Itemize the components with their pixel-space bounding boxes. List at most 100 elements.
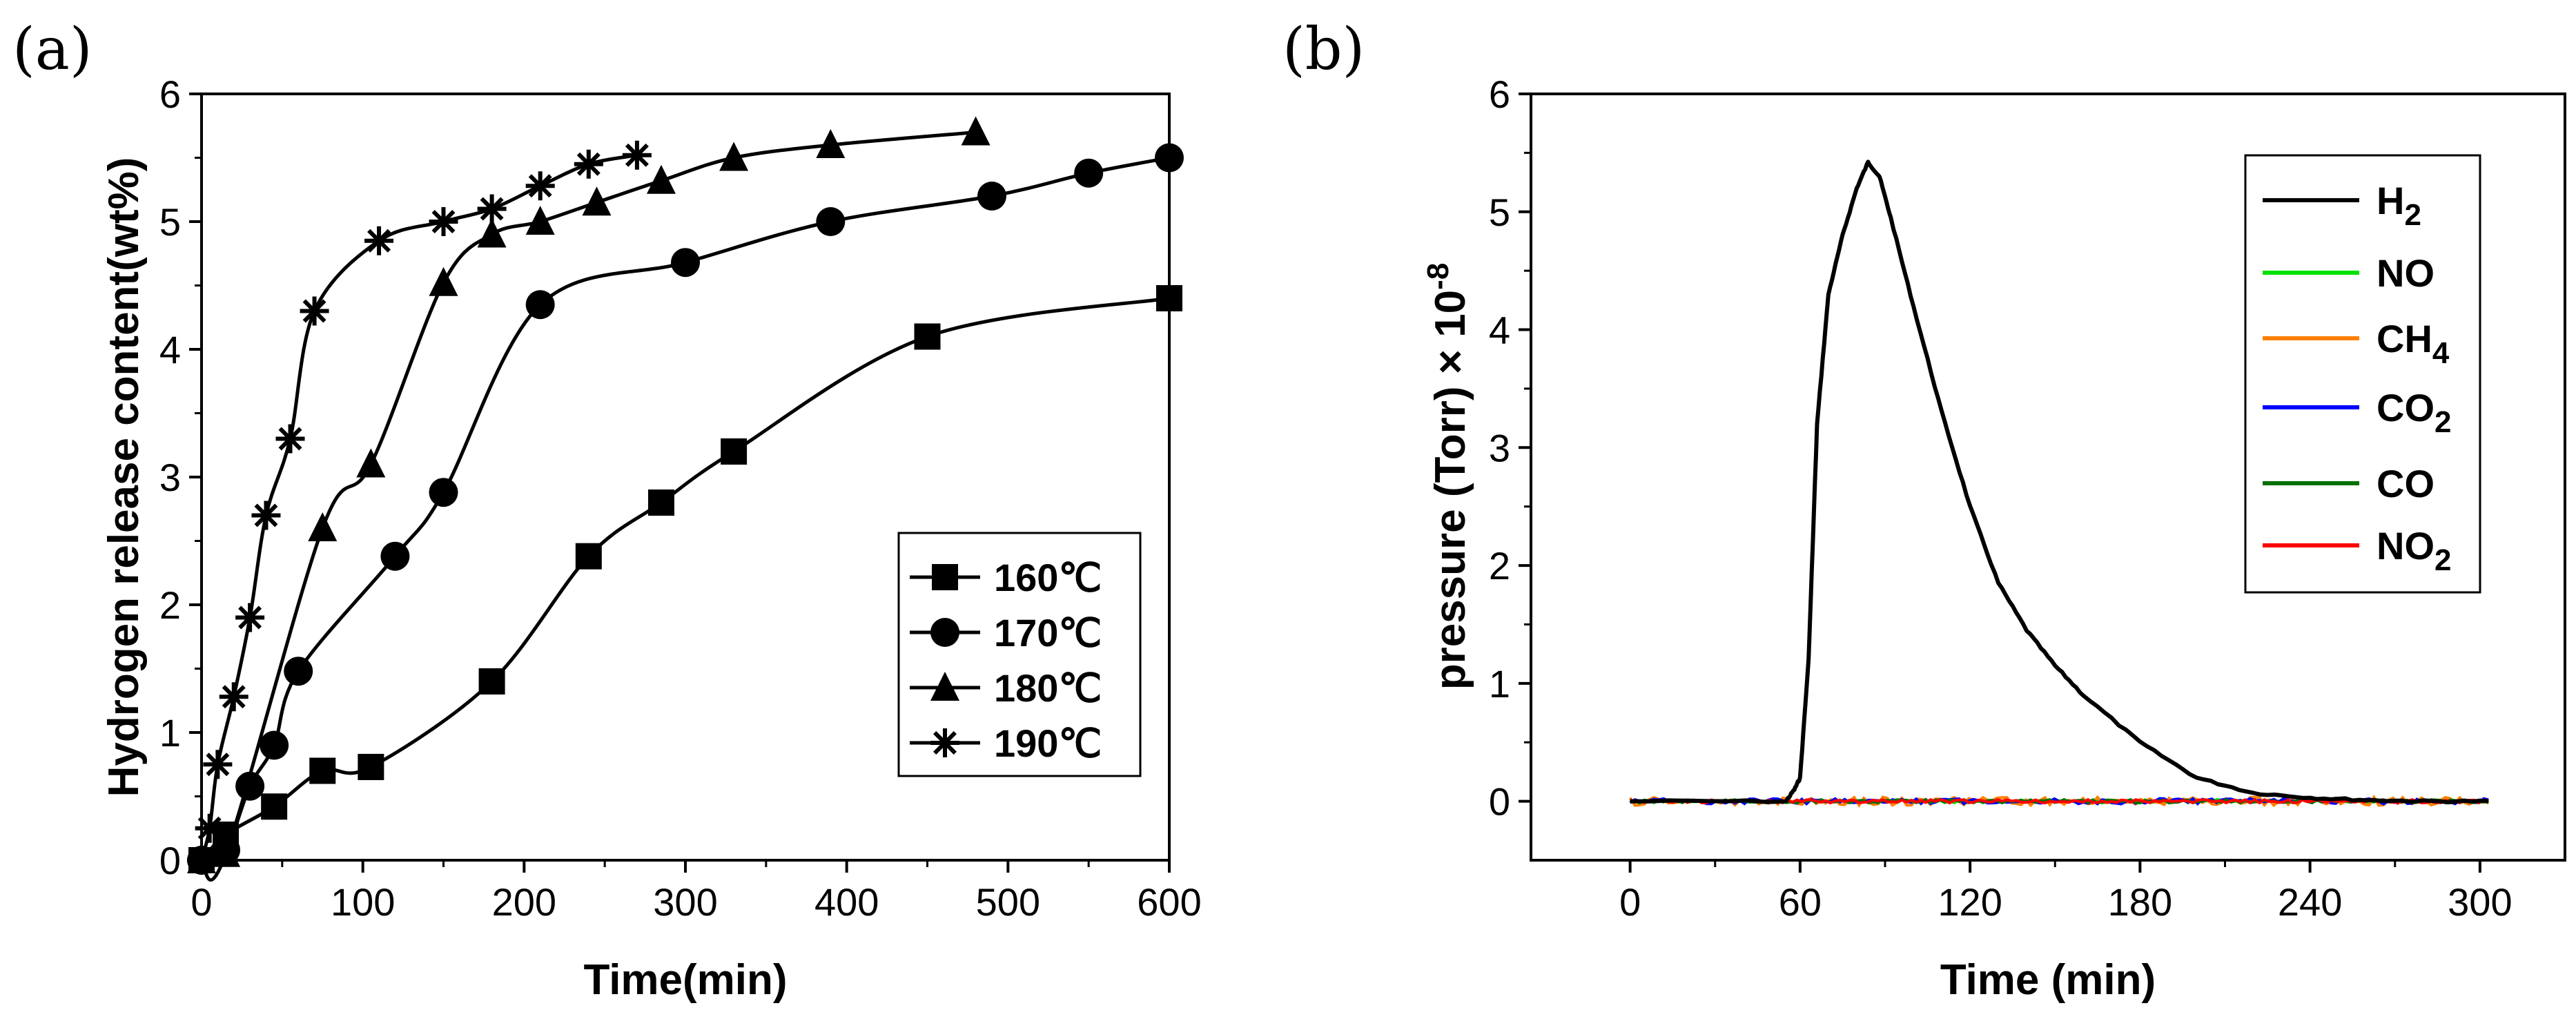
legend-label-co-main: CO <box>2377 462 2434 505</box>
data-point-asterisk <box>300 296 329 326</box>
legend-label-h2: H2 <box>2377 179 2421 232</box>
panel-a: (a) 0 100 200 300 400 500 600 0 1 2 3 4 5 6 Time(min)… <box>12 15 1202 1004</box>
panel-b-y-axis-title-main: pressure (Torr) × 10 <box>1427 290 1474 690</box>
data-point-asterisk <box>525 171 555 201</box>
data-point-triangle <box>646 164 676 194</box>
panel-b-curves <box>1628 159 2490 808</box>
panel-b-ticks: 0 60 120 180 240 300 0 1 2 3 4 5 6 <box>1489 72 2512 924</box>
data-point-triangle <box>816 129 846 158</box>
data-point-triangle <box>961 116 991 146</box>
panel-b-y-axis-title: pressure (Torr) × 10-8 <box>1421 263 1474 690</box>
panel-b-y-tick-label: 6 <box>1489 72 1510 116</box>
data-point-asterisk <box>429 207 458 236</box>
legend-label-h2-main: H <box>2377 179 2404 222</box>
legend-label-no2-sub: 2 <box>2434 543 2451 577</box>
panel-a-x-tick-label: 0 <box>191 880 212 924</box>
legend-label-ch4: CH4 <box>2377 317 2450 370</box>
legend-label-co2-main: CO <box>2377 386 2434 429</box>
legend-marker-square <box>932 564 958 590</box>
panel-b-x-tick-label: 240 <box>2278 880 2342 924</box>
curve-h2 <box>1630 159 2489 805</box>
panel-a-y-tick-label: 3 <box>159 456 181 499</box>
panel-a-x-tick-label: 300 <box>653 880 717 924</box>
panel-b-y-tick-label: 0 <box>1489 780 1510 824</box>
data-point-square <box>914 323 941 350</box>
panel-a-ticks: 0 100 200 300 400 500 600 0 1 2 3 4 5 6 <box>159 72 1202 924</box>
panel-a-y-tick-label: 0 <box>159 839 181 882</box>
data-point-circle <box>429 478 458 507</box>
data-point-square <box>309 757 336 784</box>
data-point-square <box>358 753 384 780</box>
panel-a-y-axis-title: Hydrogen release content(wt%) <box>100 157 148 797</box>
panel-a-y-tick-label: 6 <box>159 72 181 116</box>
data-point-triangle <box>719 142 749 171</box>
data-point-asterisk <box>574 149 603 179</box>
panel-a-x-tick-label: 400 <box>814 880 879 924</box>
panel-b-y-tick-label: 3 <box>1489 426 1510 469</box>
data-point-circle <box>525 290 555 320</box>
data-point-circle <box>235 771 265 801</box>
data-point-circle <box>1074 158 1104 188</box>
data-point-asterisk <box>477 194 507 224</box>
panel-a-y-tick-label: 4 <box>159 328 181 371</box>
panel-b-x-tick-label: 300 <box>2448 880 2512 924</box>
data-point-square <box>575 543 602 570</box>
legend-label-co: CO <box>2377 462 2434 505</box>
panel-b-legend-lines <box>2263 198 2359 547</box>
panel-b-x-tick-label: 0 <box>1619 880 1641 924</box>
data-point-triangle <box>308 512 338 541</box>
panel-a-plot-frame <box>200 93 1171 862</box>
data-point-square <box>261 793 288 820</box>
data-point-asterisk <box>622 140 652 170</box>
panel-b-x-tick-label: 60 <box>1779 880 1822 924</box>
panel-a-x-tick-label: 100 <box>331 880 395 924</box>
panel-a-x-tick-label: 200 <box>492 880 556 924</box>
data-point-triangle <box>477 218 507 248</box>
legend-marker-asterisk <box>930 728 959 757</box>
panel-b-x-tick-label: 180 <box>2108 880 2172 924</box>
data-point-circle <box>671 248 700 278</box>
legend-label-co2: CO2 <box>2377 386 2451 439</box>
panel-b-plot-frame <box>1530 93 2566 862</box>
data-point-triangle <box>582 186 612 216</box>
curve-series-3 <box>199 130 976 882</box>
panel-b-y-tick-label: 5 <box>1489 191 1510 234</box>
data-point-triangle <box>525 206 555 235</box>
data-point-triangle <box>356 448 386 478</box>
data-point-asterisk <box>275 424 305 454</box>
legend-label-160: 160℃ <box>994 556 1102 599</box>
panel-b: (b) 0 60 120 180 240 300 0 1 2 3 4 5 6 Time (min) pr… <box>1282 15 2566 1004</box>
legend-label-190: 190℃ <box>994 721 1102 765</box>
data-point-circle <box>816 207 846 236</box>
panel-a-x-tick-label: 500 <box>976 880 1040 924</box>
panel-b-x-tick-label: 120 <box>1938 880 2002 924</box>
panel-a-letter: (a) <box>12 15 92 83</box>
legend-label-no-main: NO <box>2377 251 2434 295</box>
panel-a-legend: 160℃ 170℃ 180℃ 190℃ <box>897 532 1142 777</box>
panel-b-y-tick-label: 1 <box>1489 662 1510 706</box>
panel-b-legend: H2 NO CH4 CO2 CO NO2 <box>2244 154 2481 594</box>
data-point-asterisk <box>195 813 224 843</box>
legend-marker-circle <box>930 618 959 647</box>
panel-a-y-tick-label: 1 <box>159 711 181 755</box>
data-point-asterisk <box>219 682 248 712</box>
panel-b-y-tick-label: 2 <box>1489 544 1510 588</box>
legend-label-170: 170℃ <box>994 611 1102 654</box>
panel-a-x-tick-label: 600 <box>1137 880 1201 924</box>
data-point-circle <box>977 182 1006 211</box>
legend-label-180: 180℃ <box>994 666 1102 710</box>
panel-a-y-tick-label: 5 <box>159 200 181 244</box>
legend-label-no2: NO2 <box>2377 524 2451 577</box>
legend-label-co2-sub: 2 <box>2434 405 2451 439</box>
panel-b-y-tick-label: 4 <box>1489 309 1510 352</box>
data-point-triangle <box>429 266 458 296</box>
panel-b-y-axis-title-exponent: -8 <box>1421 263 1455 290</box>
data-point-asterisk <box>235 603 265 632</box>
panel-b-legend-box <box>2244 154 2481 594</box>
data-point-square <box>478 668 505 695</box>
data-point-circle <box>260 730 289 760</box>
data-point-square <box>721 438 748 465</box>
data-point-circle <box>284 657 313 686</box>
panel-a-legend-marks <box>910 564 980 757</box>
